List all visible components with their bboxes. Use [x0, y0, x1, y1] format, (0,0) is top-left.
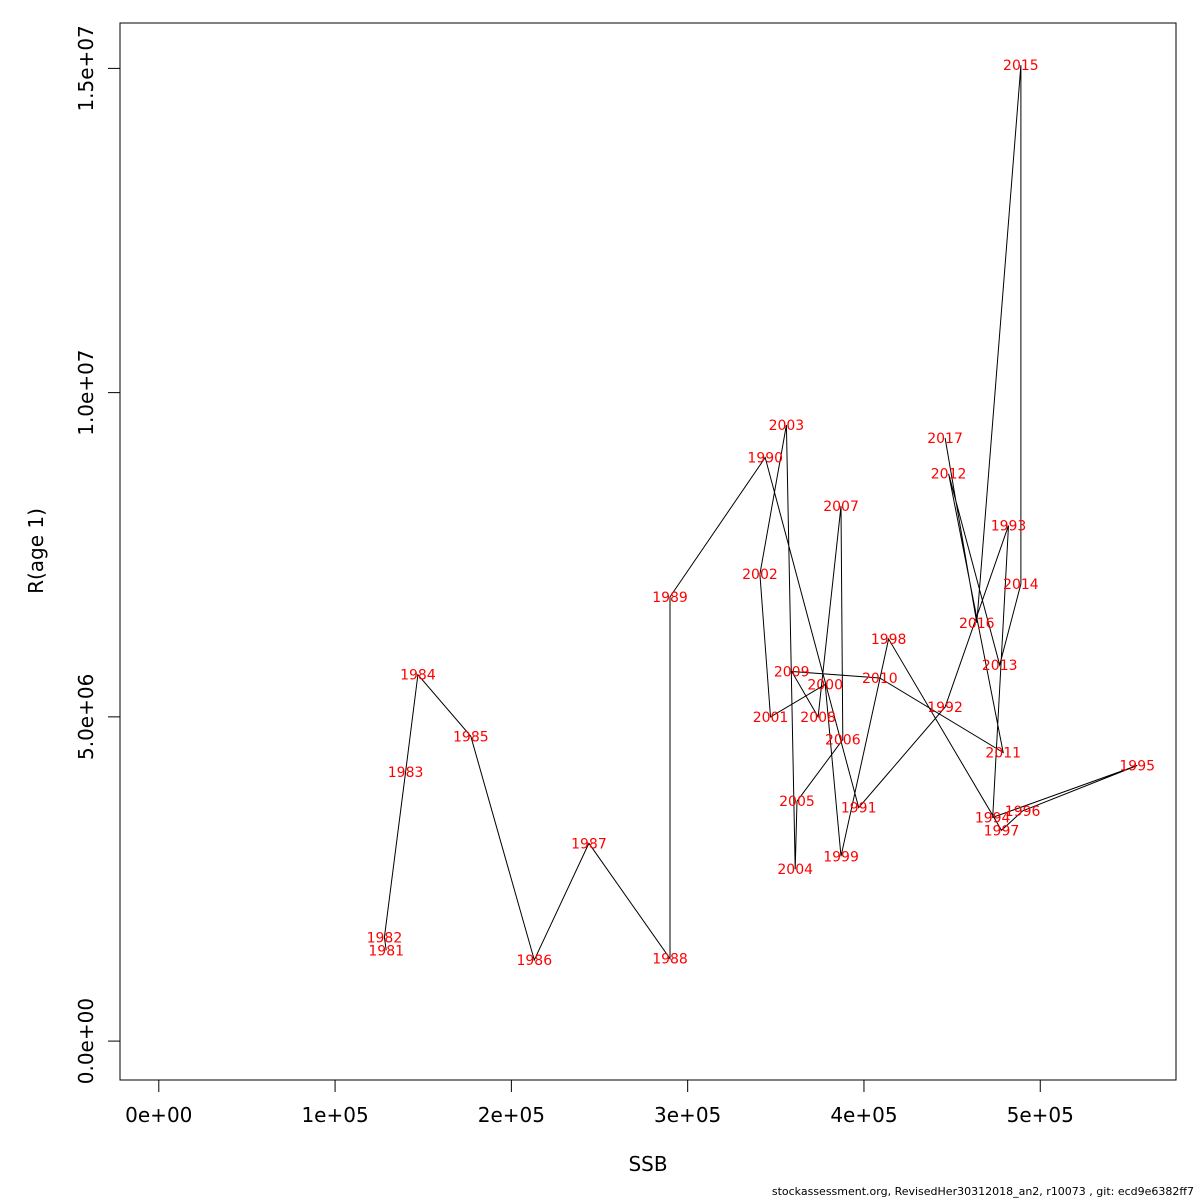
point-label-1981: 1981 [368, 943, 404, 959]
y-tick-label: 5.0e+06 [74, 674, 98, 760]
point-label-1998: 1998 [871, 632, 907, 648]
point-label-1987: 1987 [571, 836, 607, 852]
x-tick-label: 2e+05 [478, 1103, 545, 1127]
series-path [383, 65, 1138, 962]
point-label-2004: 2004 [777, 862, 813, 878]
point-label-1982: 1982 [367, 930, 403, 946]
point-label-2011: 2011 [985, 746, 1021, 762]
point-label-1992: 1992 [927, 700, 963, 716]
x-axis: 0e+00 1e+05 2e+05 3e+05 4e+05 5e+05 [125, 1079, 1074, 1127]
series-line [383, 65, 1138, 962]
point-label-1997: 1997 [984, 823, 1020, 839]
point-label-1993: 1993 [991, 519, 1027, 535]
point-label-2006: 2006 [825, 733, 861, 749]
y-tick-label: 1.5e+07 [74, 25, 98, 111]
point-label-2010: 2010 [862, 671, 898, 687]
point-label-2007: 2007 [823, 499, 859, 515]
point-label-2003: 2003 [769, 418, 805, 434]
point-label-2016: 2016 [959, 616, 995, 632]
point-label-1994: 1994 [975, 810, 1011, 826]
x-tick-label: 5e+05 [1007, 1103, 1074, 1127]
footer-credit: stockassessment.org, RevisedHer30312018_… [771, 1185, 1194, 1198]
x-tick-label: 1e+05 [301, 1103, 368, 1127]
point-label-2001: 2001 [753, 710, 789, 726]
x-axis-title: SSB [628, 1152, 667, 1176]
point-label-2014: 2014 [1003, 577, 1039, 593]
y-axis: 0.0e+00 5.0e+06 1.0e+07 1.5e+07 [74, 25, 121, 1084]
y-tick-label: 0.0e+00 [74, 998, 98, 1084]
point-label-2017: 2017 [927, 431, 963, 447]
point-label-1983: 1983 [388, 765, 424, 781]
point-label-2009: 2009 [774, 664, 810, 680]
x-tick-label: 4e+05 [830, 1103, 897, 1127]
plot-frame [119, 22, 1177, 1081]
point-label-2012: 2012 [931, 467, 967, 483]
point-label-1990: 1990 [747, 450, 783, 466]
point-label-1991: 1991 [841, 801, 877, 817]
point-label-1989: 1989 [652, 590, 688, 606]
point-label-2008: 2008 [800, 710, 836, 726]
point-label-1986: 1986 [516, 953, 552, 969]
x-tick-label: 3e+05 [654, 1103, 721, 1127]
point-label-2005: 2005 [779, 794, 815, 810]
y-axis-title: R(age 1) [24, 508, 48, 594]
point-label-1999: 1999 [823, 849, 859, 865]
point-label-2000: 2000 [807, 677, 843, 693]
point-label-1996: 1996 [1005, 804, 1041, 820]
point-label-2002: 2002 [742, 567, 778, 583]
y-tick-label: 1.0e+07 [74, 349, 98, 435]
point-label-2015: 2015 [1003, 58, 1039, 74]
point-label-1988: 1988 [652, 952, 688, 968]
point-label-1985: 1985 [453, 729, 489, 745]
x-tick-label: 0e+00 [125, 1103, 192, 1127]
point-label-1984: 1984 [400, 668, 436, 684]
point-label-1995: 1995 [1119, 758, 1155, 774]
point-label-2013: 2013 [982, 658, 1018, 674]
